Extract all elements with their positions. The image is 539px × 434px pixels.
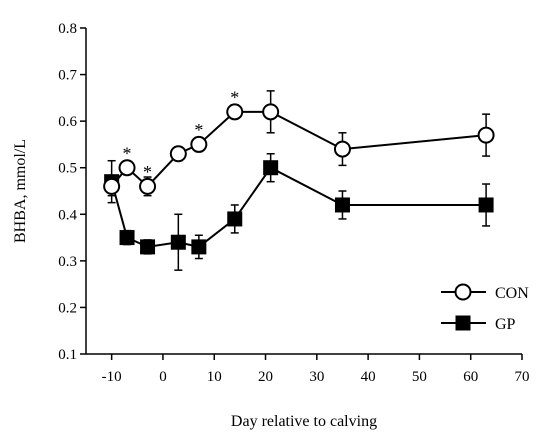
data-point	[334, 197, 350, 213]
data-point	[140, 239, 156, 255]
x-tick-label: 50	[412, 369, 427, 385]
y-tick-label: 0.7	[58, 68, 77, 84]
data-point	[119, 230, 135, 246]
y-tick-label: 0.2	[58, 300, 77, 316]
x-axis-label: Day relative to calving	[231, 413, 377, 430]
axes	[85, 28, 522, 355]
data-point	[139, 177, 157, 195]
x-tick-label: 60	[463, 369, 478, 385]
x-tick-label: 70	[515, 369, 530, 385]
significance-marker: *	[230, 88, 239, 108]
series-layer	[103, 90, 495, 271]
significance-marker: *	[143, 162, 152, 182]
data-point	[263, 160, 279, 176]
data-point	[478, 197, 494, 213]
y-tick-label: 0.5	[58, 161, 77, 177]
y-axis-label: BHBA, mmol/L	[12, 139, 29, 243]
series-gp	[104, 152, 494, 271]
series-line	[110, 166, 487, 248]
data-point	[190, 135, 208, 153]
legend-label: GP	[495, 316, 516, 333]
data-point	[169, 145, 187, 163]
series-line	[110, 110, 487, 188]
x-tick-label: 20	[258, 369, 273, 385]
data-point	[170, 234, 186, 250]
legend-item-gp: GP	[441, 315, 516, 333]
x-tick-label: 0	[159, 369, 167, 385]
x-ticks: -10 0 10 20 30 40 50 60 70	[102, 354, 530, 385]
legend-marker	[454, 283, 472, 301]
x-tick-label: 40	[361, 369, 376, 385]
legend-marker	[455, 315, 471, 331]
data-point	[227, 211, 243, 227]
y-tick-label: 0.3	[58, 254, 77, 270]
data-point	[103, 177, 121, 195]
annotation-layer: * * * *	[123, 88, 240, 183]
data-point	[262, 103, 280, 121]
y-ticks: 0.1 0.2 0.3 0.4 0.5 0.6 0.7 0.8	[58, 21, 86, 363]
y-tick-label: 0.4	[58, 207, 77, 223]
data-point	[118, 159, 136, 177]
data-point	[477, 126, 495, 144]
significance-marker: *	[123, 143, 132, 163]
data-point	[191, 239, 207, 255]
legend: CON GP	[441, 283, 529, 333]
y-tick-label: 0.1	[58, 347, 77, 363]
series-con	[103, 90, 495, 197]
data-point	[333, 140, 351, 158]
legend-item-con: CON	[441, 283, 529, 302]
x-tick-label: 30	[309, 369, 324, 385]
x-tick-label: -10	[102, 369, 122, 385]
data-point	[226, 103, 244, 121]
significance-marker: *	[194, 120, 203, 140]
x-tick-label: 10	[207, 369, 222, 385]
legend-label: CON	[495, 285, 529, 302]
y-tick-label: 0.6	[58, 114, 77, 130]
y-tick-label: 0.8	[58, 21, 77, 37]
